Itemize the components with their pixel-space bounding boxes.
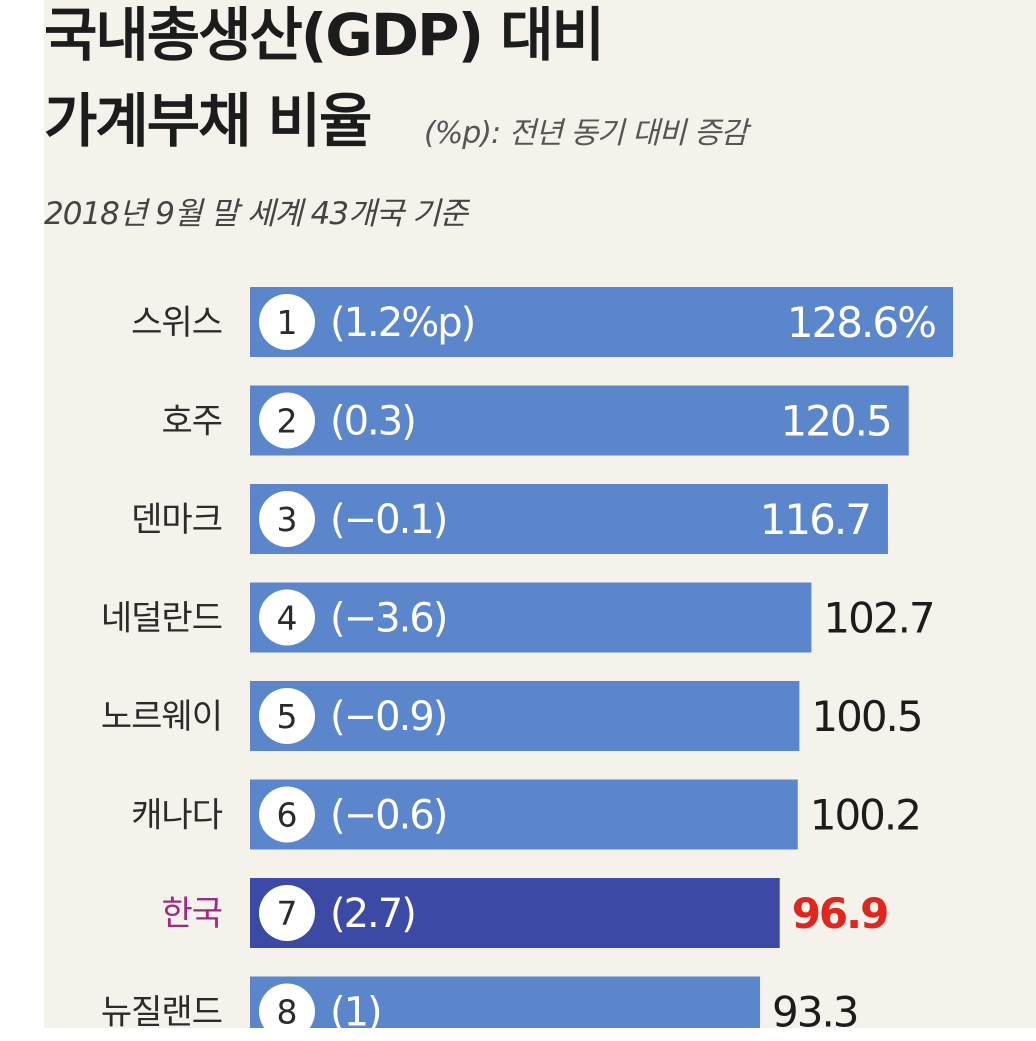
change-label: (−3.6) [330, 596, 446, 642]
value-label: 96.9 [792, 889, 888, 938]
rank-number: 8 [277, 993, 298, 1029]
change-label: (−0.9) [330, 694, 446, 740]
value-label: 120.5 [780, 397, 890, 446]
change-label: (−0.1) [330, 497, 446, 543]
bar [250, 878, 780, 948]
country-label: 캐나다 [131, 796, 223, 836]
value-label: 100.5 [811, 692, 921, 741]
value-label: 100.2 [810, 791, 920, 840]
bar [250, 287, 953, 357]
change-label: (1) [330, 990, 381, 1029]
rank-number: 4 [277, 599, 298, 638]
bar [250, 484, 888, 554]
chart-title-line2: 가계부채 비율 [44, 87, 372, 155]
rank-circle [259, 786, 315, 843]
country-label: 노르웨이 [101, 697, 222, 737]
country-label: 스위스 [131, 303, 222, 343]
change-label: (1.2%p) [330, 300, 474, 346]
chart-subtitle: 2018년 9월 말 세계 43개국 기준 [44, 196, 468, 232]
bar [250, 976, 761, 1028]
title-note: (%p): 전년 동기 대비 증감 [424, 116, 748, 151]
rank-circle [259, 294, 315, 350]
rank-circle [259, 392, 315, 449]
rank-circle [259, 589, 315, 646]
change-label: (0.3) [330, 399, 415, 445]
bar [250, 582, 812, 653]
bar [250, 681, 800, 751]
country-label: 한국 [161, 894, 222, 934]
country-label: 호주 [161, 402, 222, 442]
change-label: (−0.6) [330, 793, 446, 839]
change-label: (2.7) [330, 891, 415, 937]
rank-number: 2 [277, 402, 298, 441]
bar [250, 779, 798, 850]
value-label: 102.7 [823, 594, 933, 643]
country-label: 네덜란드 [101, 599, 222, 639]
country-label: 뉴질랜드 [101, 993, 222, 1029]
rank-circle [259, 688, 315, 744]
rank-circle [259, 983, 315, 1028]
country-label: 덴마크 [131, 500, 222, 540]
rank-number: 1 [277, 303, 298, 342]
bar [250, 385, 909, 456]
value-label: 116.7 [760, 495, 870, 544]
rank-circle [259, 885, 315, 941]
rank-number: 5 [277, 697, 298, 736]
chart-title-line1: 국내총생산(GDP) 대비 [44, 1, 605, 69]
rank-circle [259, 491, 315, 547]
rank-number: 7 [277, 894, 298, 933]
value-label: 128.6% [787, 298, 935, 347]
value-label: 93.3 [772, 988, 858, 1029]
rank-number: 3 [277, 500, 298, 539]
rank-number: 6 [277, 796, 298, 835]
